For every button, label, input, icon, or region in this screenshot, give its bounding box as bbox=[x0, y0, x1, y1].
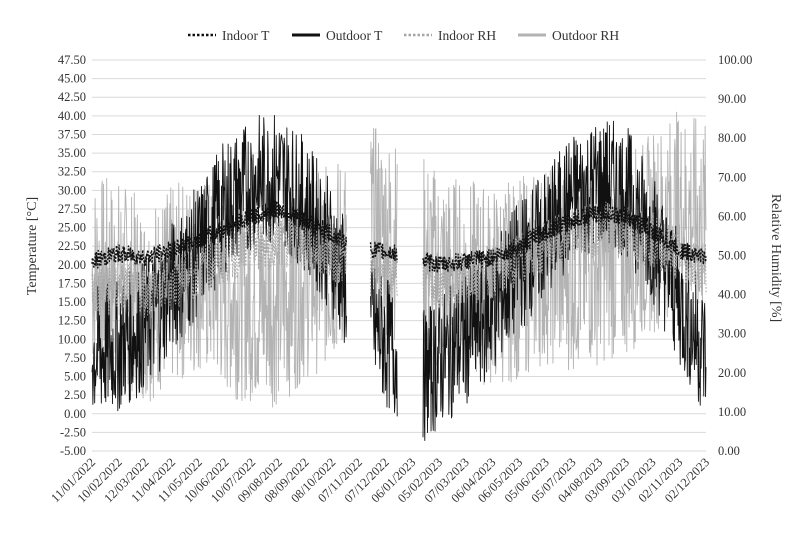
series-indoor-t-line bbox=[369, 241, 398, 263]
y2-axis-ticks: 0.00 10.00 20.00 30.00 40.00 50.00 60.00 70.00 8… bbox=[718, 53, 752, 458]
y-tick-label: 35.00 bbox=[58, 146, 86, 160]
y2-tick-label: 0.00 bbox=[718, 444, 740, 458]
y2-tick-label: 80.00 bbox=[718, 131, 746, 145]
y-tick-label: 2.50 bbox=[64, 388, 86, 402]
y2-axis-title: Relative Humidity [%] bbox=[768, 194, 783, 322]
y-tick-label: 5.00 bbox=[64, 370, 86, 384]
y-tick-label: 15.00 bbox=[58, 295, 86, 309]
series-outdoor-t-line bbox=[422, 120, 707, 441]
y2-tick-label: 10.00 bbox=[718, 405, 746, 419]
x-axis-ticks: 11/01/202210/02/202212/03/202211/04/2022… bbox=[48, 455, 712, 505]
y-tick-label: 37.50 bbox=[58, 127, 86, 141]
y-tick-label: 0.00 bbox=[64, 407, 86, 421]
y-tick-label: -5.00 bbox=[60, 444, 86, 458]
y2-tick-label: 50.00 bbox=[718, 249, 746, 263]
series-indoor-t-line bbox=[91, 200, 348, 269]
y-tick-label: 42.50 bbox=[58, 90, 86, 104]
y2-tick-label: 100.00 bbox=[718, 53, 752, 67]
y2-tick-label: 30.00 bbox=[718, 327, 746, 341]
y2-tick-label: 70.00 bbox=[718, 170, 746, 184]
y-tick-label: 7.50 bbox=[64, 351, 86, 365]
y-tick-label: 17.50 bbox=[58, 276, 86, 290]
y-tick-label: 30.00 bbox=[58, 183, 86, 197]
y-axis-ticks: -5.00 -2.50 0.00 2.50 5.00 7.50 10.00 12.50 15.0… bbox=[58, 53, 86, 458]
legend-label: Indoor T bbox=[222, 28, 270, 43]
y2-tick-label: 90.00 bbox=[718, 92, 746, 106]
y-tick-label: 12.50 bbox=[58, 314, 86, 328]
y-tick-label: 47.50 bbox=[58, 53, 86, 67]
legend-label: Outdoor T bbox=[326, 28, 383, 43]
y-tick-label: 40.00 bbox=[58, 109, 86, 123]
y-tick-label: 22.50 bbox=[58, 239, 86, 253]
y-tick-label: 25.00 bbox=[58, 221, 86, 235]
y-tick-label: 45.00 bbox=[58, 72, 86, 86]
legend-label: Outdoor RH bbox=[552, 28, 619, 43]
y-tick-label: -2.50 bbox=[60, 425, 86, 439]
series-indoor-rh-line bbox=[370, 240, 398, 297]
series-outdoor-rh-line bbox=[91, 163, 347, 408]
y-axis-title: Temperature [°C] bbox=[25, 197, 40, 295]
legend-label: Indoor RH bbox=[438, 28, 496, 43]
y2-tick-label: 40.00 bbox=[718, 288, 746, 302]
y-tick-label: 32.50 bbox=[58, 165, 86, 179]
series-indoor-t-line bbox=[422, 203, 707, 274]
y2-tick-label: 20.00 bbox=[718, 366, 746, 380]
series-indoor-rh-line bbox=[91, 215, 347, 318]
legend: Indoor T Outdoor T Indoor RH Outdoor RH bbox=[188, 28, 619, 43]
y-tick-label: 27.50 bbox=[58, 202, 86, 216]
y2-tick-label: 60.00 bbox=[718, 209, 746, 223]
y-tick-label: 10.00 bbox=[58, 332, 86, 346]
plot-series bbox=[91, 111, 707, 441]
y-tick-label: 20.00 bbox=[58, 258, 86, 272]
